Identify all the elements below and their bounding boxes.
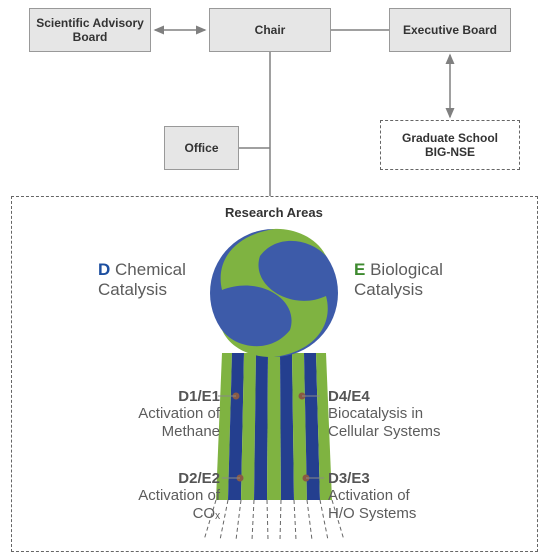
area-d4e4-code: D4/E4 (328, 388, 370, 405)
cat-d: D ChemicalCatalysis (98, 260, 186, 299)
gradschool-label: Graduate SchoolBIG-NSE (402, 131, 498, 159)
area-d2e2: D2/E2 Activation ofCOₓ (138, 470, 220, 522)
area-d1e1-code: D1/E1 (178, 388, 220, 405)
gradschool-box: Graduate SchoolBIG-NSE (380, 120, 520, 170)
exec-label: Executive Board (403, 23, 497, 37)
office-label: Office (184, 141, 218, 155)
chair-label: Chair (255, 23, 286, 37)
sab-box: Scientific AdvisoryBoard (29, 8, 151, 52)
area-d3e3-code: D3/E3 (328, 470, 370, 487)
area-d1e1: D1/E1 Activation ofMethane (138, 388, 220, 440)
chair-box: Chair (209, 8, 331, 52)
cat-e: E BiologicalCatalysis (354, 260, 443, 299)
exec-box: Executive Board (389, 8, 511, 52)
cat-e-text: BiologicalCatalysis (354, 260, 443, 299)
research-title: Research Areas (225, 205, 323, 220)
cat-d-letter: D (98, 260, 110, 279)
cat-e-letter: E (354, 260, 365, 279)
area-d3e3: D3/E3 Activation ofH/O Systems (328, 470, 416, 522)
area-d4e4-text: Biocatalysis inCellular Systems (328, 405, 441, 439)
sab-label: Scientific AdvisoryBoard (36, 16, 144, 44)
office-box: Office (164, 126, 239, 170)
area-d3e3-text: Activation ofH/O Systems (328, 487, 416, 521)
area-d2e2-code: D2/E2 (178, 470, 220, 487)
area-d4e4: D4/E4 Biocatalysis inCellular Systems (328, 388, 441, 440)
research-frame (11, 196, 538, 552)
cat-d-text: ChemicalCatalysis (98, 260, 186, 299)
area-d1e1-text: Activation ofMethane (138, 405, 220, 439)
area-d2e2-text: Activation ofCOₓ (138, 487, 220, 521)
